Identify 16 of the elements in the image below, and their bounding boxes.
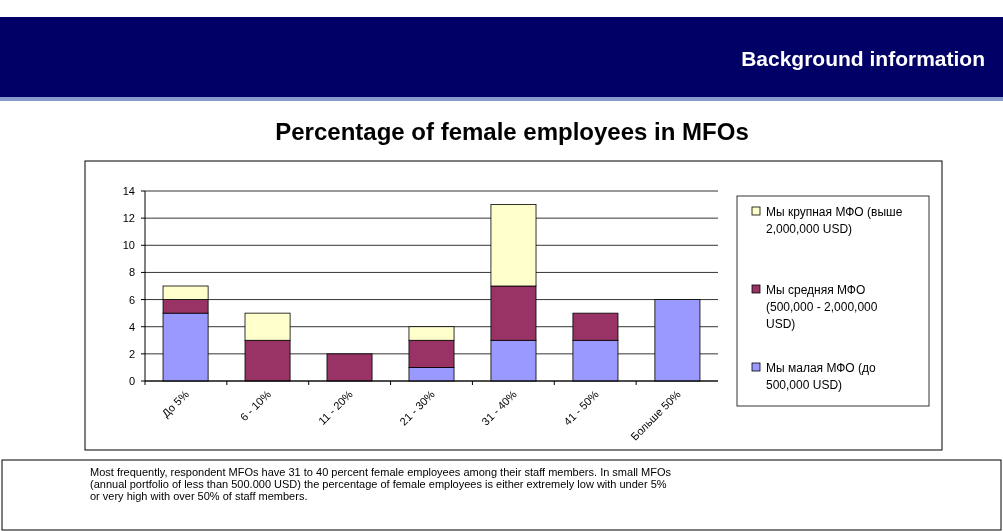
y-tick-label: 0 bbox=[128, 375, 135, 387]
legend-label: Мы малая МФО (до 500,000 USD) bbox=[766, 361, 877, 392]
y-tick-label: 8 bbox=[128, 266, 135, 279]
y-tick-label: 14 bbox=[122, 185, 135, 197]
legend-label: Мы крупная МФО (выше 2,000,000 USD) bbox=[766, 205, 903, 236]
y-tick-label: 2 bbox=[128, 347, 135, 360]
text: Background information bbox=[741, 47, 985, 70]
y-tick-label: 6 bbox=[128, 293, 135, 306]
chart-title: Percentage of female employees in MFOs bbox=[275, 118, 749, 145]
y-tick-label: 10 bbox=[122, 239, 135, 252]
y-tick-label: 12 bbox=[122, 212, 135, 225]
x-tick-label: 31 - 40% bbox=[479, 387, 520, 428]
text: Most frequently, respondent MFOs have 31 to 40 percent female employees among their staff members. In small MFOs (annual portfolio of less than 500.000 USD) the percentage of female employees is either extremely low with under 5% or very high with over 50% of staff members. bbox=[90, 466, 672, 502]
y-tick-label: 4 bbox=[128, 320, 135, 333]
x-tick-label: До 5% bbox=[159, 387, 192, 420]
legend-label: Мы средняя МФО (500,000 - 2,000,000 USD) bbox=[766, 283, 878, 331]
